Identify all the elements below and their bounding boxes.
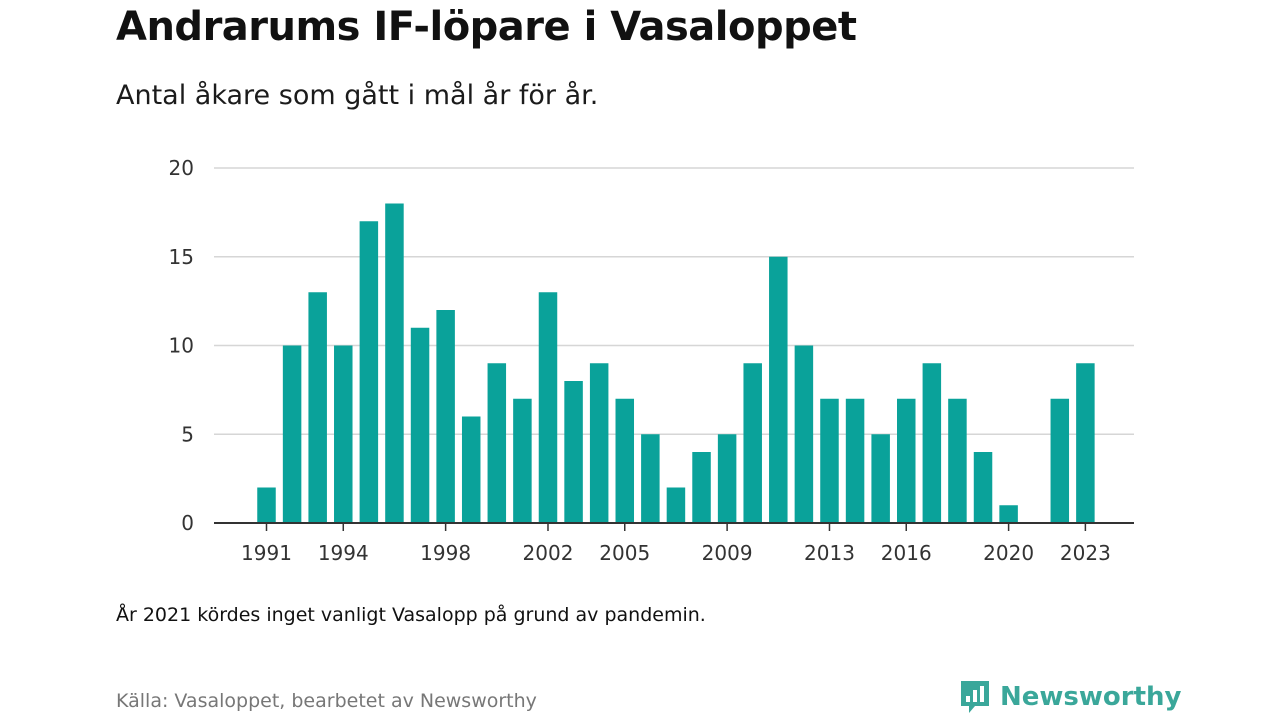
bar-2009: [717, 434, 737, 523]
bar-2016: [897, 398, 916, 523]
bar-1995: [359, 221, 379, 523]
y-tick-label: 0: [181, 511, 194, 535]
bar-1993: [308, 292, 327, 523]
x-axis: 1991 1994 1998 2002 2005 2009 2013 2016 2020 2023: [214, 522, 1134, 565]
x-tick-label: 2016: [881, 541, 932, 565]
bar-2002: [538, 292, 558, 523]
y-axis: 0 5 10 15 20: [169, 156, 194, 535]
y-tick-label: 15: [169, 245, 194, 269]
y-tick-label: 10: [169, 334, 194, 358]
bar-2005: [615, 398, 635, 523]
x-tick-label: 1998: [420, 541, 471, 565]
bar-2018: [948, 398, 967, 523]
bar-1996: [385, 203, 404, 523]
bar-1997: [410, 327, 430, 523]
chart-subtitle: Antal åkare som gått i mål år för år.: [116, 80, 599, 111]
bar-2019: [973, 452, 993, 523]
bar-1994: [334, 345, 353, 523]
chart-note: År 2021 kördes inget vanligt Vasalopp på…: [116, 604, 706, 626]
bar-1991: [257, 487, 276, 523]
source-credit: Källa: Vasaloppet, bearbetet av Newswort…: [116, 690, 537, 712]
bar-2006: [641, 434, 660, 523]
bar-chart-speech-bubble-icon: [961, 681, 989, 713]
bar-2014: [845, 398, 865, 523]
bar-2001: [513, 398, 532, 523]
bar-2003: [564, 381, 583, 523]
chart-title: Andrarums IF-löpare i Vasaloppet: [116, 4, 857, 50]
x-tick-label: 2023: [1060, 541, 1111, 565]
bars: [257, 203, 1095, 523]
bar-2017: [922, 363, 942, 523]
bar-2011: [769, 256, 788, 523]
x-tick-label: 2020: [983, 541, 1034, 565]
y-tick-label: 5: [181, 422, 194, 446]
bar-2023: [1076, 363, 1095, 523]
x-tick-label: 2005: [599, 541, 650, 565]
x-tick-label: 2009: [702, 541, 753, 565]
brand-name: Newsworthy: [1000, 682, 1182, 712]
bar-2004: [589, 363, 609, 523]
bar-2015: [871, 434, 890, 523]
brand-logo: Newsworthy: [958, 678, 1181, 716]
bar-2008: [692, 452, 711, 523]
bar-2007: [666, 487, 686, 523]
x-tick-label: 2002: [523, 541, 574, 565]
x-tick-label: 1991: [241, 541, 292, 565]
bar-2022: [1050, 398, 1070, 523]
bar-2013: [820, 398, 839, 523]
bar-1992: [282, 345, 302, 523]
bar-2000: [487, 363, 507, 523]
bar-2020: [999, 505, 1018, 523]
bar-chart: 0 5 10 15 20 1991 1994 1998 2002 2005 2009 2013 201…: [169, 156, 1134, 565]
y-tick-label: 20: [169, 156, 194, 180]
bar-2012: [794, 345, 814, 523]
x-tick-label: 1994: [318, 541, 369, 565]
bar-1998: [436, 310, 455, 523]
x-tick-label: 2013: [804, 541, 855, 565]
bar-1999: [461, 416, 481, 523]
bar-2010: [743, 363, 762, 523]
